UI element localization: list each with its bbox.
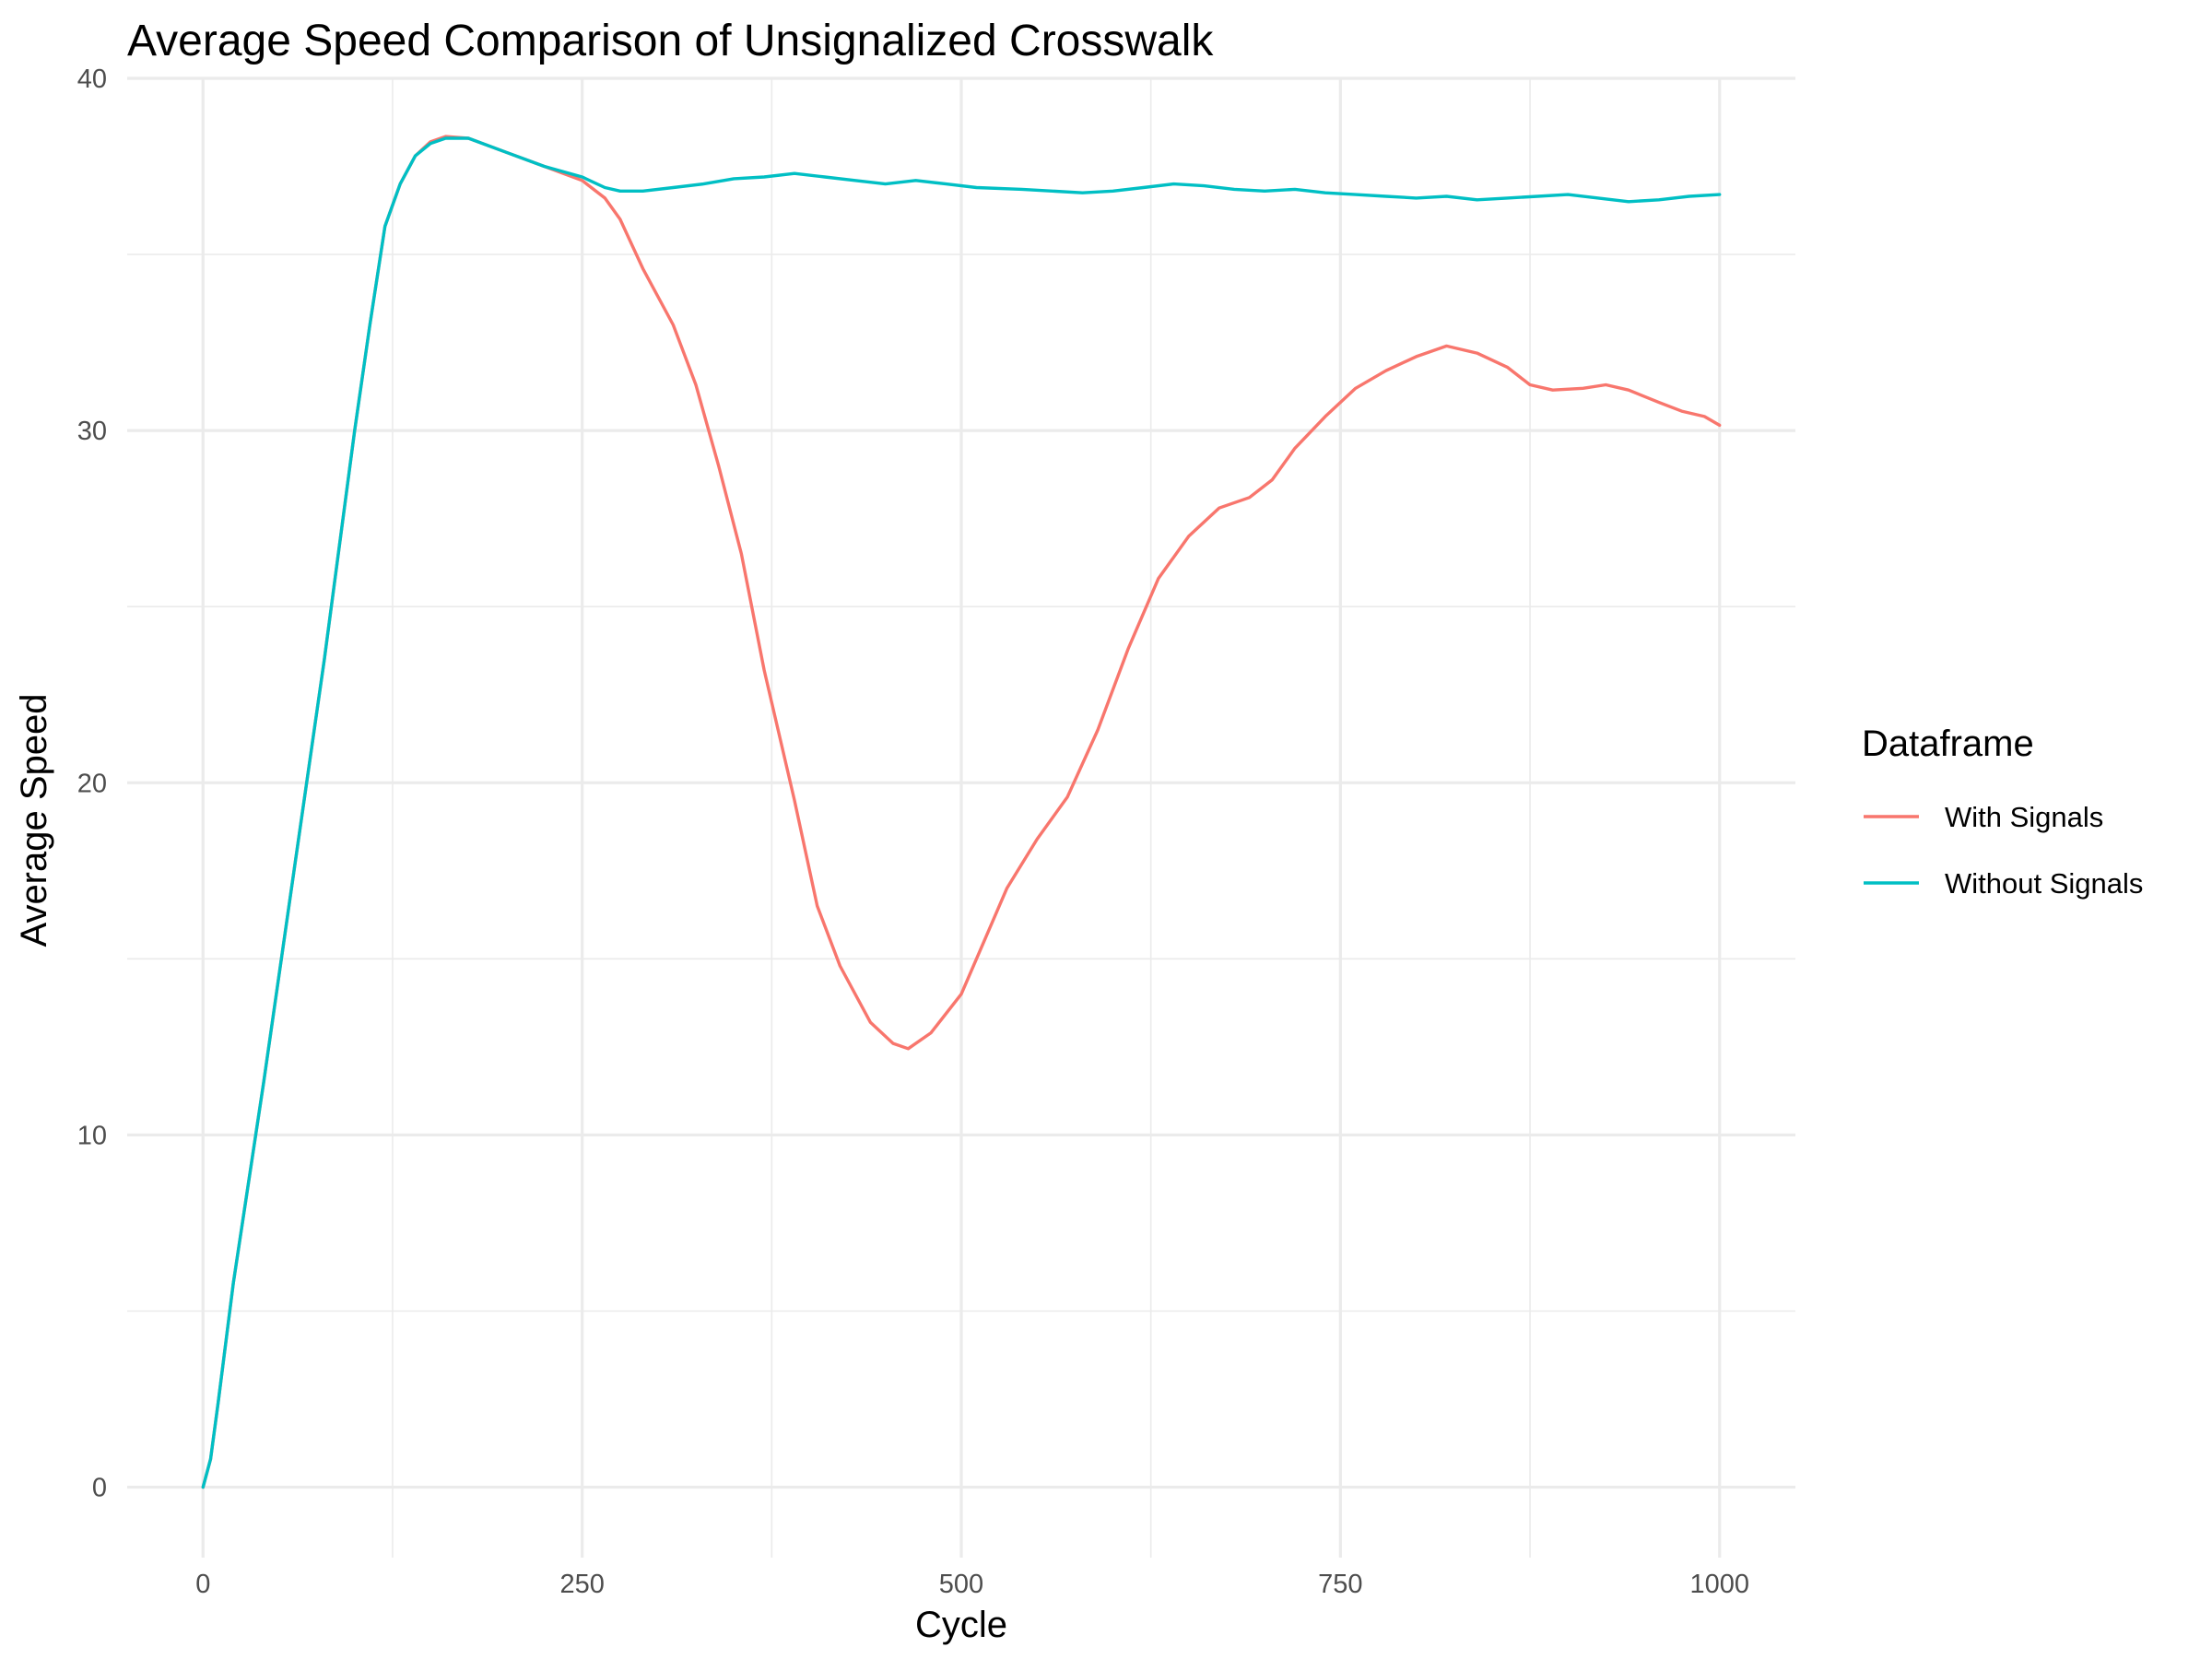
- y-tick-label: 30: [77, 417, 107, 446]
- x-tick-label: 0: [195, 1570, 210, 1599]
- tick-layer: 0 250 500 750 1000 0 10 20 30 40: [77, 65, 1749, 1599]
- x-tick-label: 1000: [1689, 1570, 1749, 1599]
- chart-title: Average Speed Comparison of Unsignalized…: [127, 17, 1214, 65]
- y-tick-label: 10: [77, 1121, 107, 1150]
- y-tick-label: 40: [77, 65, 107, 94]
- x-tick-label: 500: [939, 1570, 983, 1599]
- y-tick-label: 20: [77, 769, 107, 798]
- legend-label-with-signals: With Signals: [1945, 801, 2103, 833]
- legend: Dataframe With Signals Without Signals: [1862, 724, 2143, 900]
- y-tick-label: 0: [92, 1474, 107, 1503]
- series-line-without-signals: [201, 136, 1722, 1489]
- series-layer: [201, 135, 1722, 1489]
- x-axis-title: Cycle: [915, 1605, 1007, 1645]
- legend-label-without-signals: Without Signals: [1945, 867, 2143, 900]
- legend-items: With Signals Without Signals: [1864, 801, 2143, 900]
- legend-title: Dataframe: [1862, 724, 2034, 764]
- x-tick-label: 250: [559, 1570, 604, 1599]
- grid-layer: [127, 76, 1795, 1558]
- y-axis-title: Average Speed: [14, 693, 54, 947]
- x-tick-label: 750: [1318, 1570, 1362, 1599]
